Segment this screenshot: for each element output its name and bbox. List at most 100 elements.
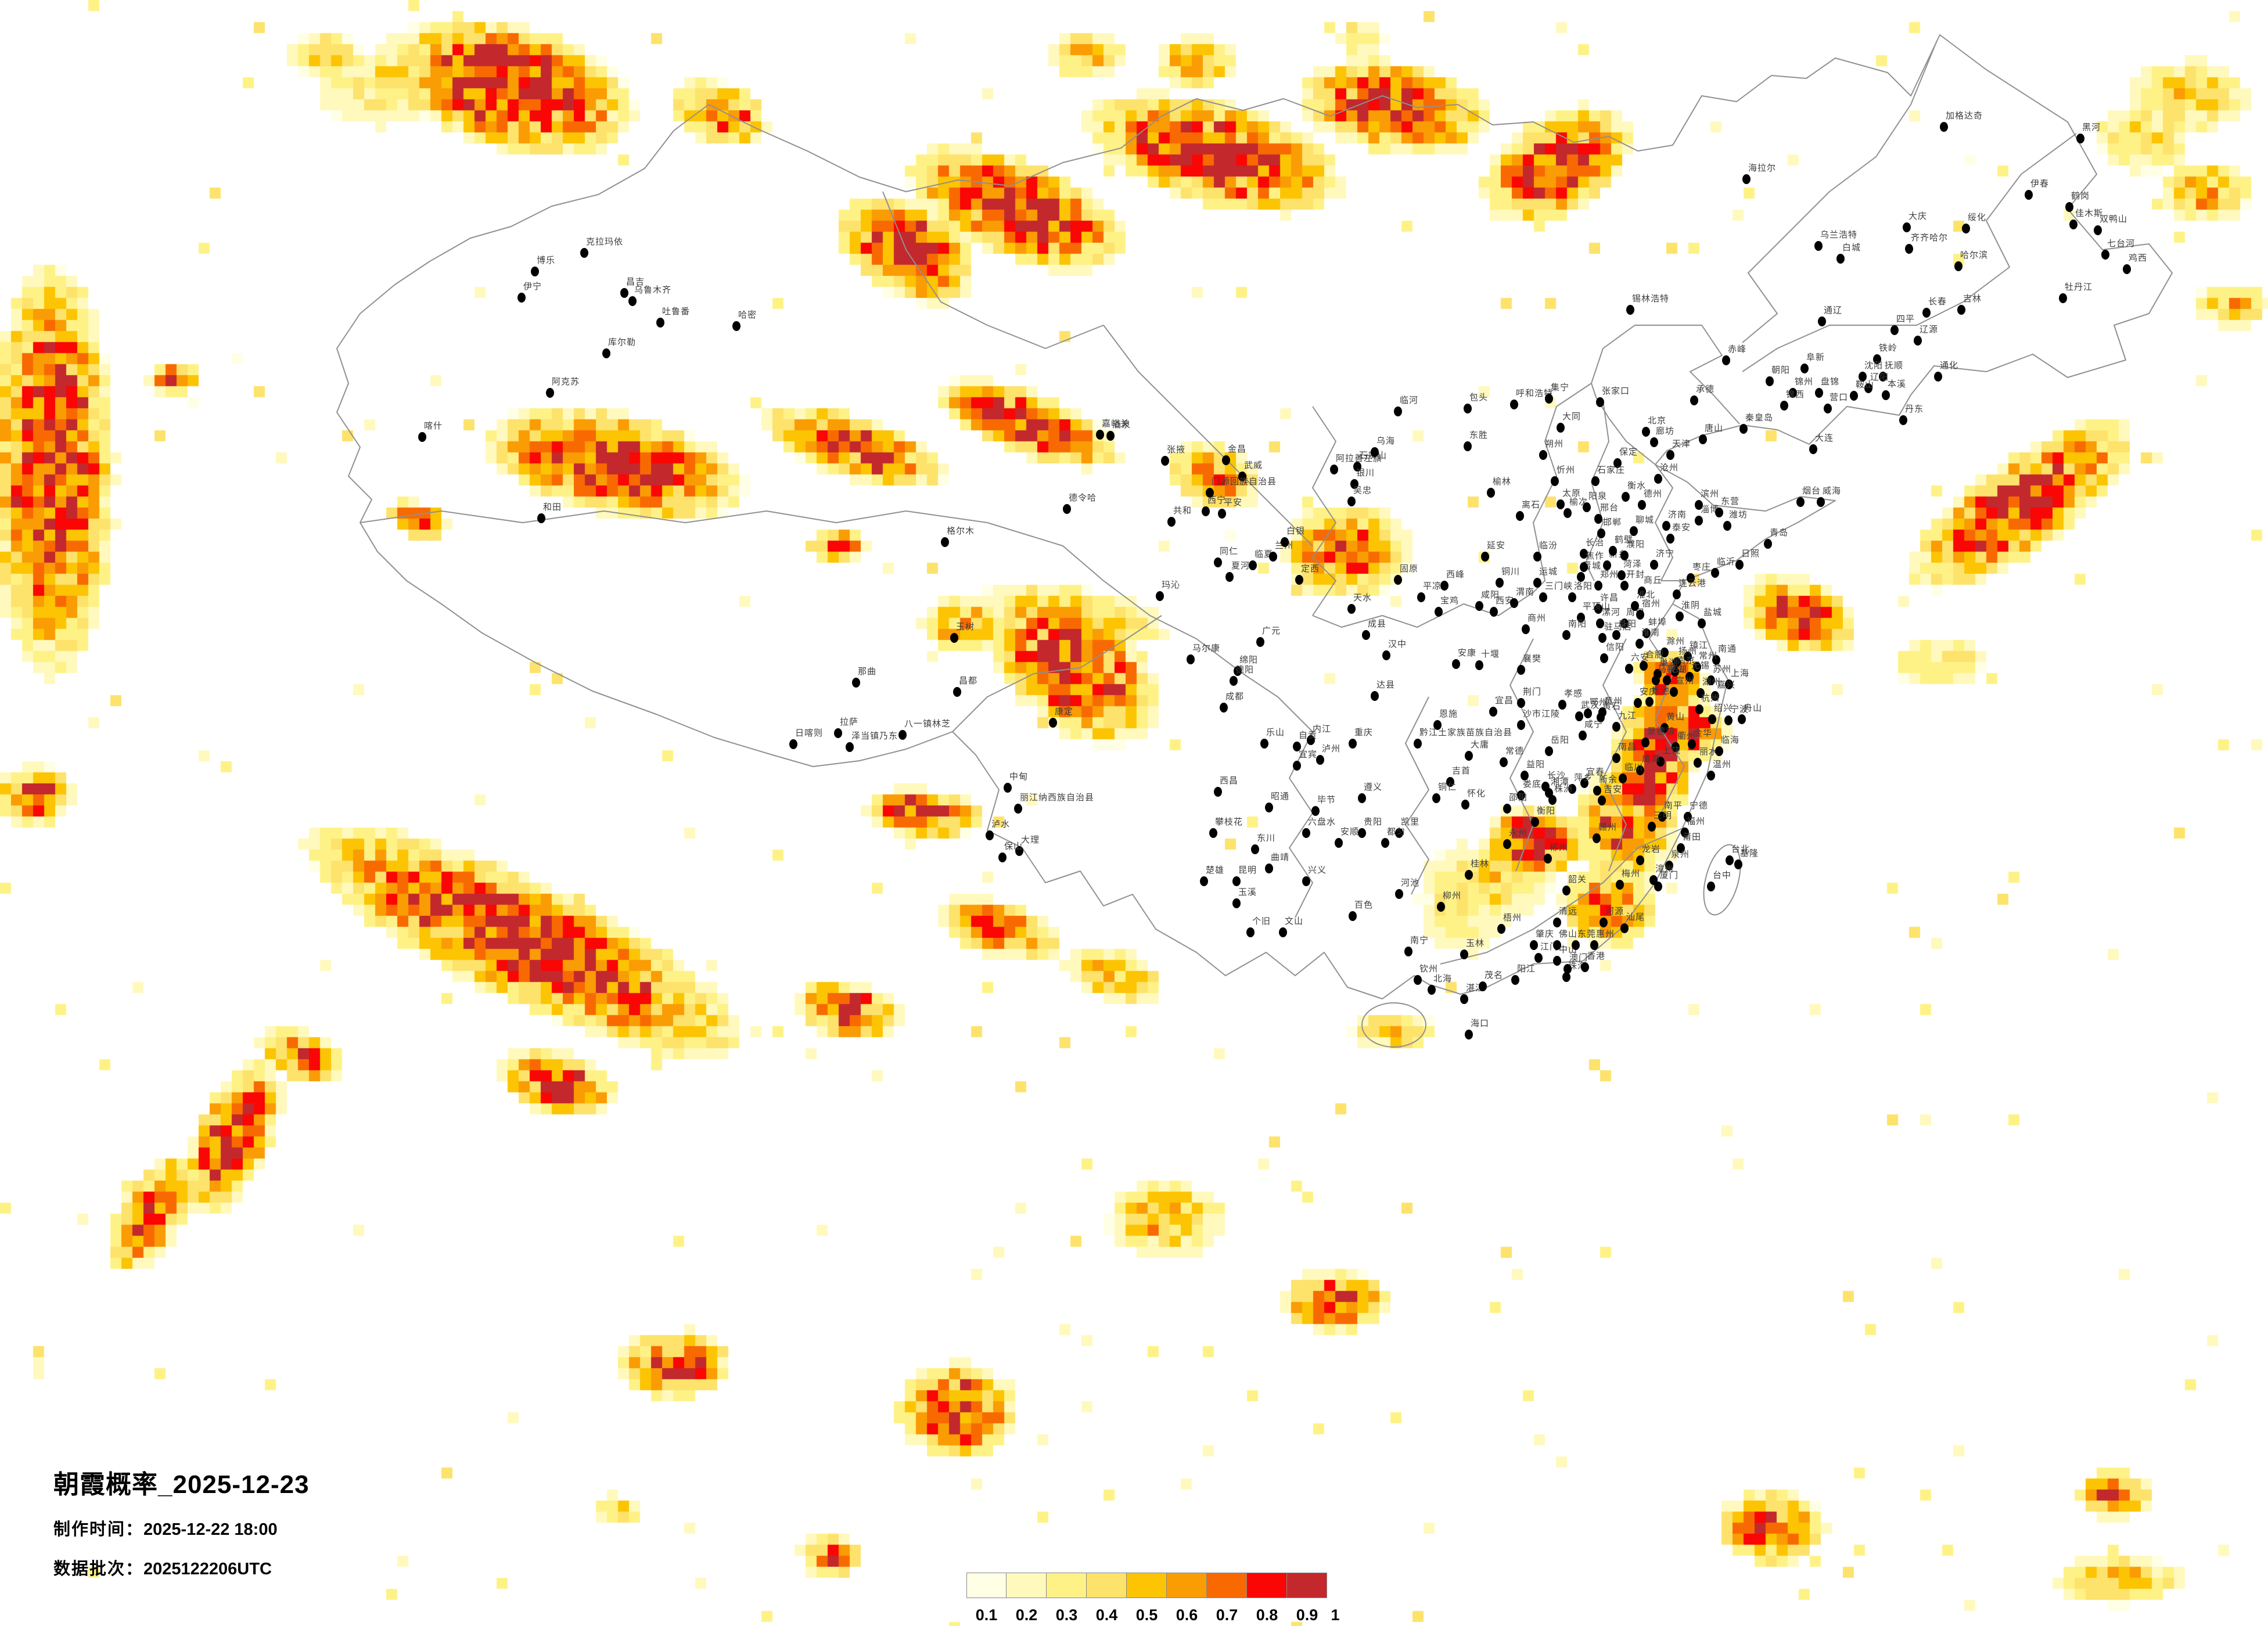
city-dot: [1690, 395, 1698, 405]
city-label: 德阳: [1235, 665, 1255, 675]
city-label: 锡林浩特: [1632, 294, 1670, 304]
city-label: 大庸: [1471, 740, 1490, 750]
city-label: 南阳: [1568, 619, 1587, 629]
city-dot: [1590, 940, 1598, 950]
city-label: 荆门: [1523, 687, 1542, 697]
city-label: 双鸭山: [2100, 214, 2128, 224]
city-label: 株洲: [1554, 784, 1573, 794]
city-dot: [1650, 560, 1658, 570]
city-label: 牡丹江: [2065, 282, 2093, 292]
city-label: 哈尔滨: [1960, 250, 1989, 260]
city-label: 清远: [1559, 906, 1578, 916]
city-label: 泸水: [991, 819, 1011, 829]
taiwan-outline: [1703, 844, 1741, 916]
city-dot: [1200, 876, 1208, 886]
city-dot: [1225, 572, 1234, 582]
city-dot: [1557, 423, 1565, 433]
city-dot: [418, 432, 426, 442]
city-label: 德州: [1644, 489, 1663, 499]
city-dot: [1063, 504, 1071, 514]
city-label: 鹰潭: [1642, 754, 1661, 764]
city-label: 德令哈: [1069, 493, 1097, 503]
city-label: 吐鲁番: [662, 307, 691, 316]
city-dot: [1530, 940, 1538, 950]
city-label: 锦州: [1795, 377, 1814, 387]
city-dot: [1404, 947, 1412, 956]
city-label: 共和: [1173, 506, 1192, 516]
city-dot: [1922, 308, 1931, 318]
city-dot: [1238, 472, 1246, 481]
city-dot: [1694, 758, 1702, 768]
city-dot: [1251, 844, 1259, 854]
city-dot: [1609, 546, 1617, 556]
city-label: 嘉峪关: [1102, 419, 1130, 429]
city-label: 郴州: [1550, 843, 1569, 852]
city-label: 鹤壁: [1615, 535, 1634, 545]
city-label: 舟山: [1744, 703, 1763, 713]
city-dot: [2069, 220, 2077, 229]
city-dot: [1539, 592, 1547, 602]
city-label: 鸡西: [2129, 253, 2148, 263]
city-label: 郑州: [1600, 570, 1619, 580]
city-dot: [1563, 964, 1572, 974]
city-label: 东莞: [1577, 929, 1597, 939]
legend-value: 0.9: [1296, 1606, 1318, 1624]
city-label: 齐齐哈尔: [1911, 233, 1949, 243]
city-dot: [1593, 833, 1601, 843]
city-dot: [1850, 391, 1858, 401]
city-dot: [1350, 479, 1358, 489]
city-dot: [1167, 517, 1176, 527]
province-border: [1649, 603, 1685, 814]
city-label: 个旧: [1252, 916, 1271, 926]
city-label: 运城: [1539, 567, 1558, 577]
city-dot: [1487, 488, 1495, 498]
city-label: 石家庄: [1597, 465, 1626, 475]
city-dot: [846, 742, 854, 752]
city-dot: [1349, 739, 1357, 749]
city-label: 玉林: [1466, 938, 1485, 948]
city-dot: [1479, 981, 1487, 991]
city-label: 马鞍山: [1658, 664, 1686, 674]
city-label: 韶关: [1568, 875, 1587, 884]
city-dot: [1766, 376, 1774, 386]
city-label: 泰安: [1672, 523, 1691, 533]
city-label: 焦作: [1586, 551, 1605, 561]
city-label: 泸州: [1322, 744, 1341, 754]
city-label: 伊宁: [523, 282, 542, 292]
city-dot: [1358, 828, 1366, 838]
city-label: 枣庄: [1692, 562, 1712, 572]
city-label: 门源回族自治县: [1212, 477, 1277, 487]
city-label: 唐山: [1705, 423, 1724, 433]
city-label: 淄博: [1701, 505, 1720, 515]
province-border: [952, 615, 1162, 732]
city-dot: [1698, 618, 1706, 628]
city-label: 厦门: [1660, 870, 1679, 880]
city-dot: [1382, 650, 1390, 660]
city-label: 三明: [1654, 811, 1673, 821]
map-title: 朝霞概率_2025-12-23: [53, 1470, 310, 1499]
city-dot: [1517, 790, 1525, 800]
city-label: 安庆: [1640, 687, 1659, 697]
city-label: 襄樊: [1523, 654, 1542, 664]
city-label: 烟台: [1802, 486, 1821, 496]
city-label: 漯河: [1602, 607, 1621, 617]
city-label: 延安: [1487, 541, 1506, 551]
city-dot: [1859, 372, 1867, 382]
city-label: 赣州: [1598, 822, 1618, 832]
city-dot: [1106, 431, 1115, 441]
city-label: 娄底: [1523, 779, 1542, 789]
city-label: 信阳: [1606, 642, 1625, 652]
city-dot: [1598, 796, 1606, 805]
city-label: 衡水: [1627, 481, 1647, 491]
city-dot: [580, 248, 588, 258]
city-dot: [1222, 455, 1230, 465]
legend-swatch: [966, 1573, 1007, 1598]
city-dot: [1510, 400, 1518, 409]
city-dot: [1594, 514, 1602, 524]
city-label: 大同: [1562, 412, 1582, 422]
city-dot: [1903, 222, 1911, 232]
city-label: 威海: [1823, 486, 1842, 496]
city-label: 广元: [1262, 626, 1281, 636]
city-label: 贵阳: [1364, 817, 1383, 827]
city-dot: [1465, 1030, 1473, 1039]
